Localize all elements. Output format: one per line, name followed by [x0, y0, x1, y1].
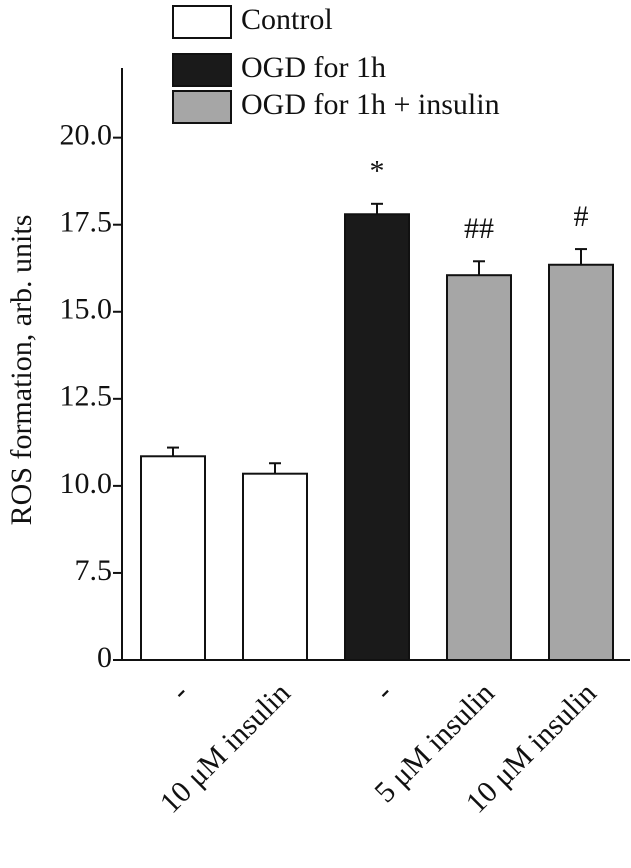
legend-swatch: [172, 53, 232, 87]
x-tick-label: -: [164, 676, 194, 706]
y-tick-label: 17.5: [60, 206, 113, 239]
bar: [446, 274, 512, 661]
bar: [242, 472, 308, 661]
annotation: ##: [464, 212, 494, 245]
y-axis-label: ROS formation, arb. units: [5, 215, 38, 526]
x-tick-label: 10 μM insulin: [154, 676, 297, 819]
annotation: #: [574, 200, 589, 233]
bar: [140, 455, 206, 661]
y-tick-label: 7.5: [75, 554, 113, 587]
legend-swatch: [172, 90, 232, 124]
y-tick-label: 15.0: [60, 293, 113, 326]
y-tick-label: 0: [97, 641, 112, 674]
annotation: *: [370, 155, 385, 188]
legend-label: OGD for 1h + insulin: [241, 88, 500, 121]
y-tick-label: 20.0: [60, 119, 113, 152]
legend-label: Control: [241, 3, 333, 36]
bar: [548, 263, 614, 661]
legend-swatch: [172, 5, 232, 39]
y-tick-label: 10.0: [60, 467, 113, 500]
bar: [344, 213, 410, 661]
y-tick-label: 12.5: [60, 380, 113, 413]
legend-label: OGD for 1h: [241, 51, 386, 84]
x-tick-label: -: [368, 676, 398, 706]
